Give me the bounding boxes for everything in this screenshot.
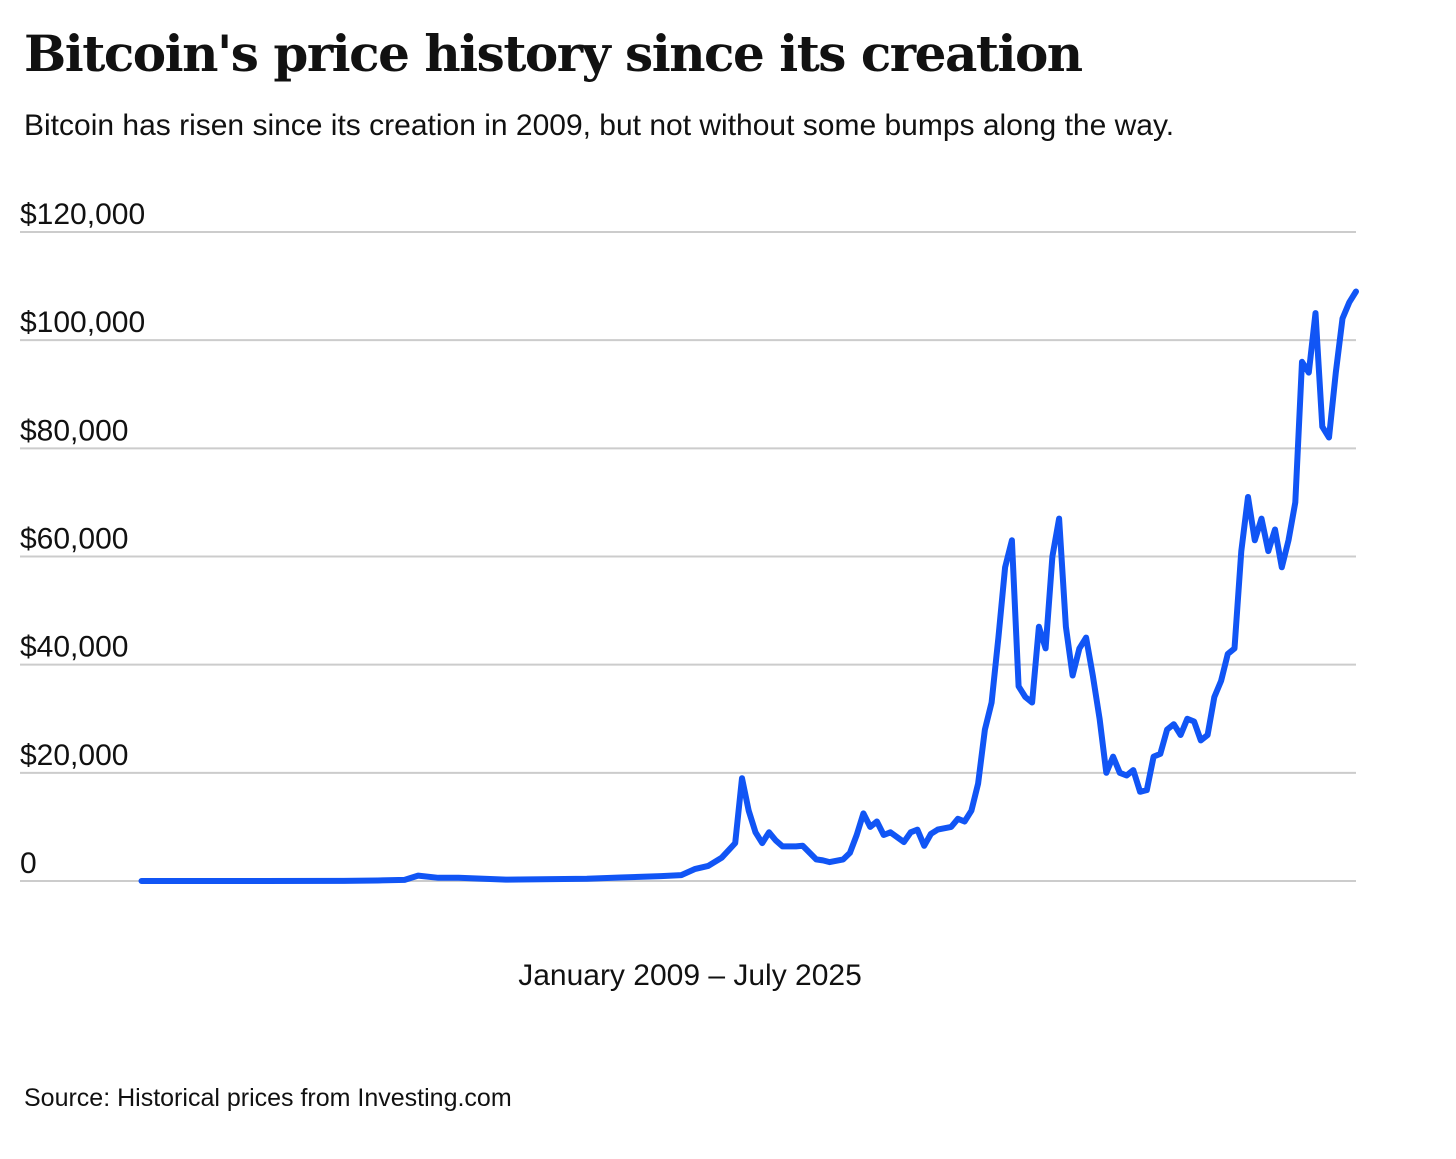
chart-subtitle: Bitcoin has risen since its creation in …: [24, 109, 1175, 142]
y-tick-label: $60,000: [20, 523, 128, 556]
y-tick-label: $100,000: [20, 306, 145, 339]
series-layer: [138, 288, 1359, 884]
y-tick-label: $120,000: [20, 198, 145, 231]
source-note: Source: Historical prices from Investing…: [24, 1084, 512, 1112]
y-tick-label: $40,000: [20, 631, 128, 664]
y-tick-label: $80,000: [20, 414, 128, 447]
chart-title: Bitcoin's price history since its creati…: [24, 24, 1083, 83]
gridlines: [20, 231, 1356, 882]
y-tick-label: $20,000: [20, 739, 128, 772]
price-line: [138, 288, 1359, 884]
y-axis-tick-labels: 0 $20,000 $40,000 $60,000 $80,000 $100,000 $12…: [20, 198, 145, 880]
y-tick-label: 0: [20, 847, 37, 880]
x-axis-label: January 2009 – July 2025: [518, 959, 862, 992]
